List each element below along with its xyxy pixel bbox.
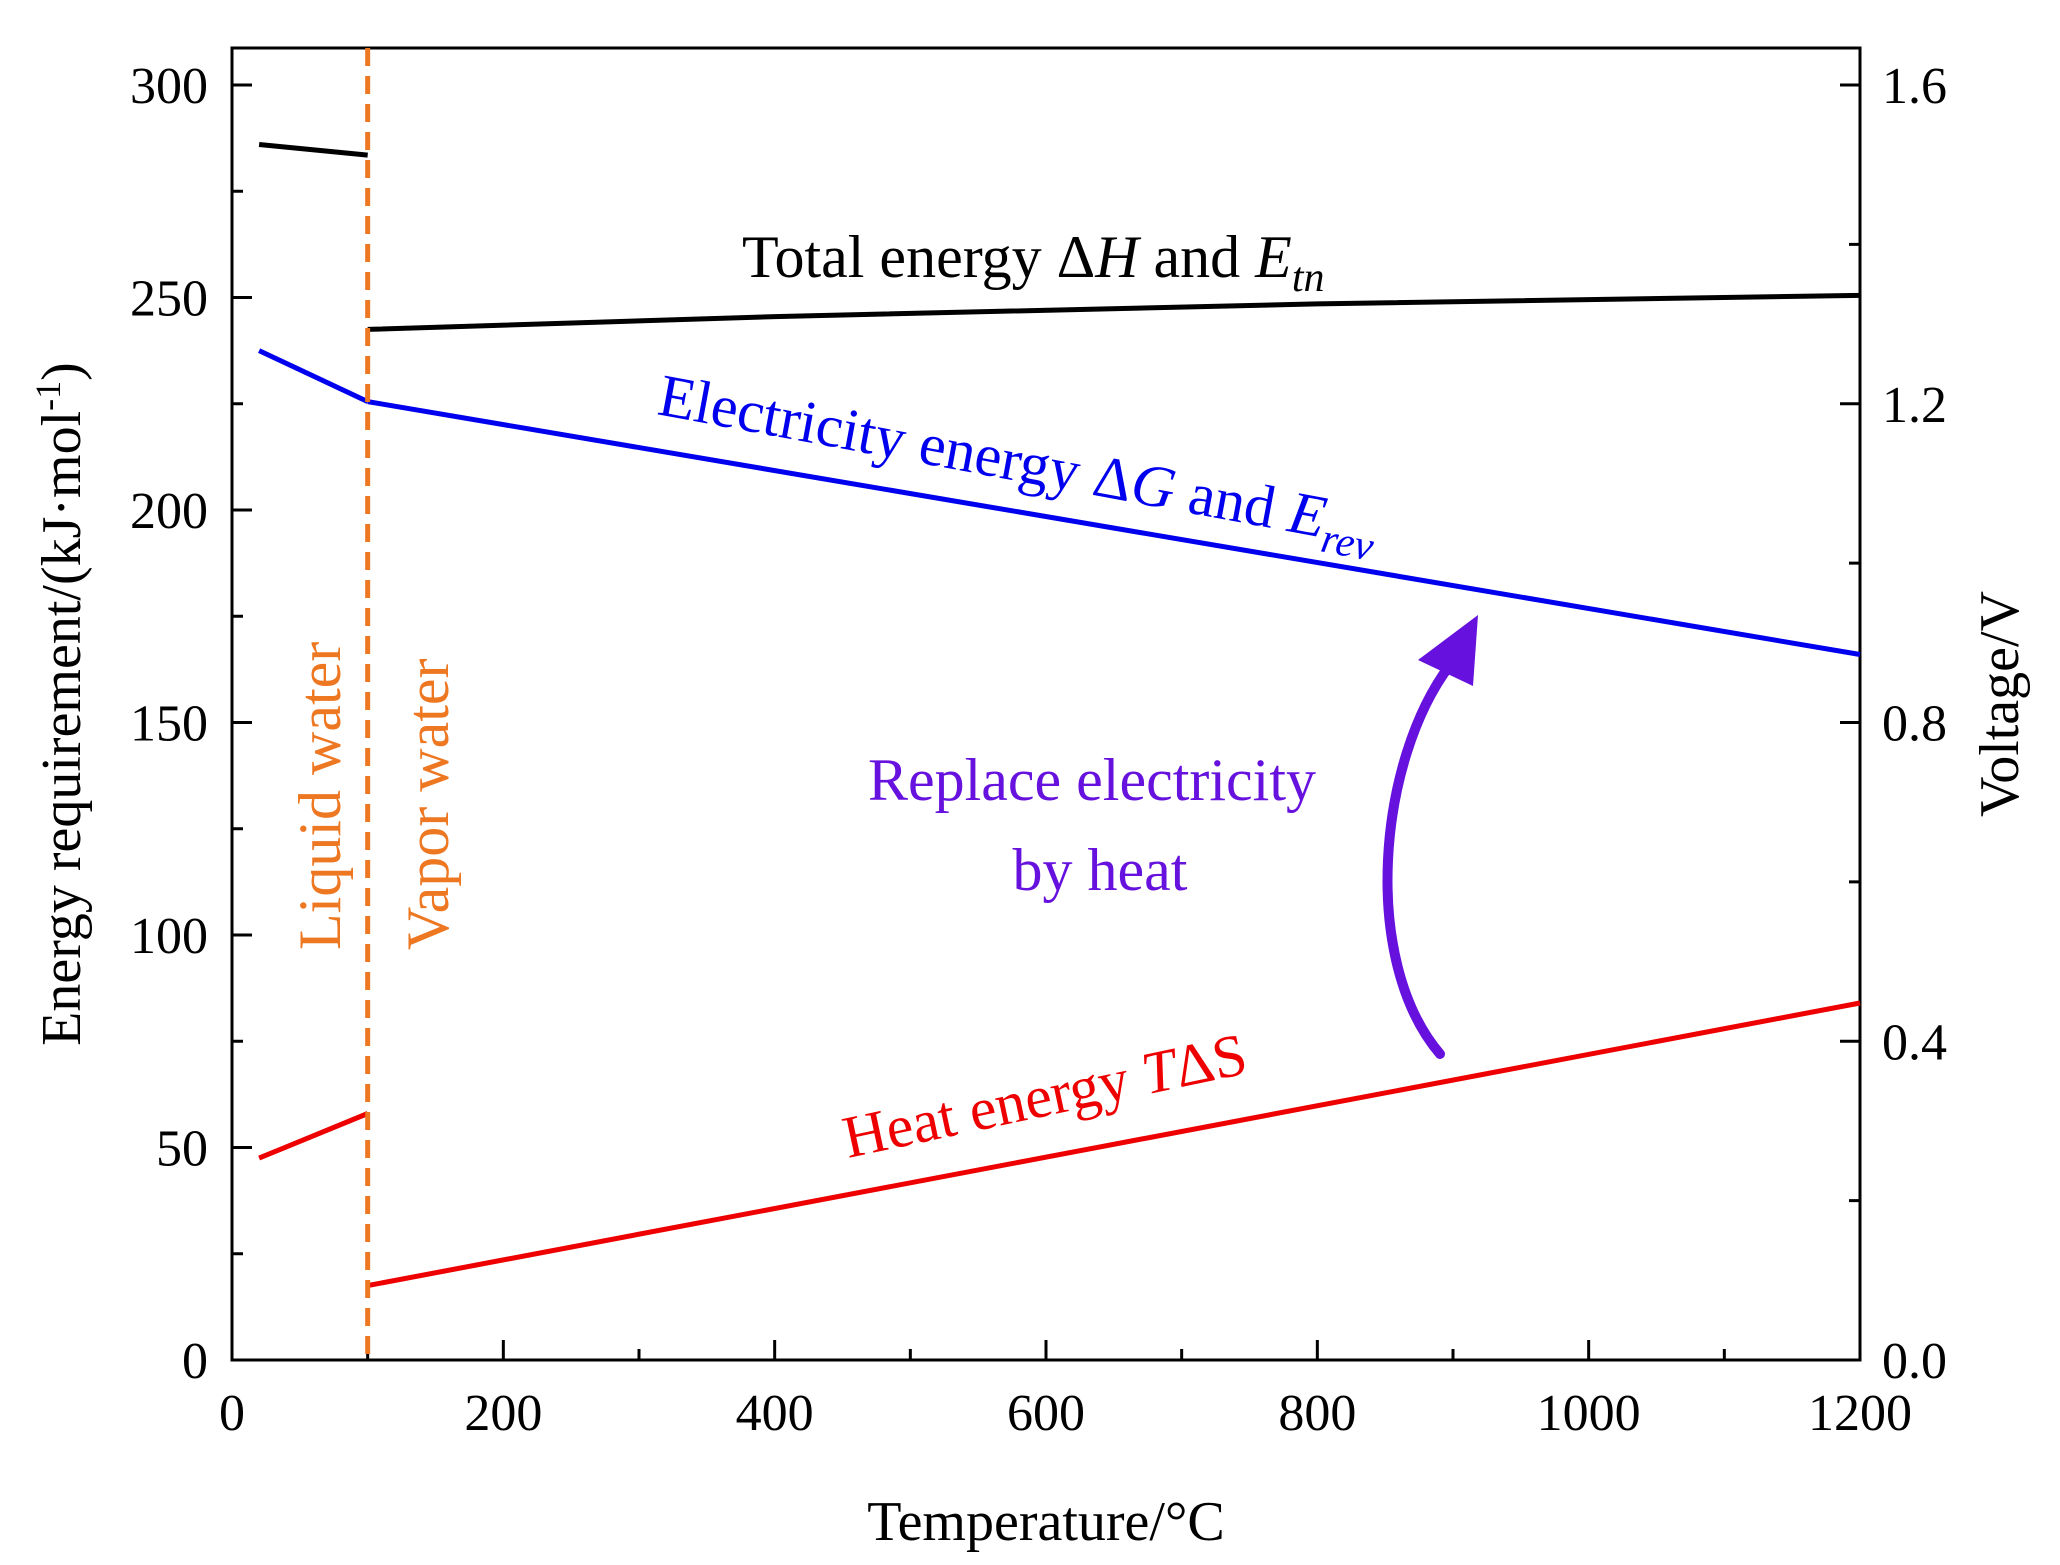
y-axis-title-close: ) bbox=[31, 362, 93, 381]
y2-axis-title: Voltage/V bbox=[1969, 591, 2031, 817]
y-axis-title-main: Energy requirement/(kJ·mol bbox=[31, 411, 93, 1046]
total-energy-label: Total energy ΔH and Etn bbox=[742, 224, 1325, 301]
series-0-segment-1 bbox=[367, 292, 1861, 332]
y2-tick-label: 0.0 bbox=[1882, 1333, 1947, 1390]
x-tick-label: 600 bbox=[1007, 1385, 1085, 1442]
series-1-segment-0 bbox=[258, 348, 369, 404]
heat-replaces-electricity-arrow bbox=[1382, 660, 1455, 1059]
y-tick-label: 200 bbox=[130, 483, 208, 540]
y2-tick-label: 0.8 bbox=[1882, 696, 1947, 753]
x-tick-label: 800 bbox=[1278, 1385, 1356, 1442]
x-tick-label: 400 bbox=[736, 1385, 814, 1442]
y-axis-title: Energy requirement/(kJ·mol-1) bbox=[28, 362, 93, 1046]
y-tick-label: 100 bbox=[130, 908, 208, 965]
arrow-head-icon bbox=[1418, 615, 1478, 686]
series-2-segment-1 bbox=[367, 1000, 1861, 1289]
axis-ticks: 0 200 400 600 800 1000 1200 0 50 100 150 200 250 300 0… bbox=[130, 58, 1947, 1442]
y-tick-label: 300 bbox=[130, 58, 208, 115]
y-axis-title-superscript: -1 bbox=[28, 381, 68, 411]
y-tick-label: 0 bbox=[182, 1333, 208, 1390]
replace-electricity-label-line2: by heat bbox=[1013, 837, 1188, 903]
series-2-segment-0 bbox=[258, 1111, 369, 1161]
y2-tick-label: 0.4 bbox=[1882, 1014, 1947, 1071]
y2-tick-label: 1.6 bbox=[1882, 58, 1947, 115]
series-layer bbox=[258, 48, 1861, 1360]
x-tick-label: 200 bbox=[464, 1385, 542, 1442]
series-0-segment-0 bbox=[258, 142, 368, 158]
series-1-segment-1 bbox=[367, 399, 1861, 657]
x-axis-title: Temperature/°C bbox=[867, 1491, 1224, 1553]
y2-tick-label: 1.2 bbox=[1882, 377, 1947, 434]
liquid-water-label: Liquid water bbox=[287, 642, 353, 950]
y-tick-label: 150 bbox=[130, 696, 208, 753]
y-tick-label: 250 bbox=[130, 271, 208, 328]
x-tick-label: 1200 bbox=[1808, 1385, 1912, 1442]
heat-energy-label: Heat energy TΔS bbox=[837, 1021, 1252, 1171]
x-tick-label: 1000 bbox=[1537, 1385, 1641, 1442]
x-tick-label: 0 bbox=[219, 1385, 245, 1442]
y-tick-label: 50 bbox=[156, 1121, 208, 1178]
vapor-water-label: Vapor water bbox=[395, 658, 461, 950]
replace-electricity-label-line1: Replace electricity bbox=[868, 747, 1316, 813]
